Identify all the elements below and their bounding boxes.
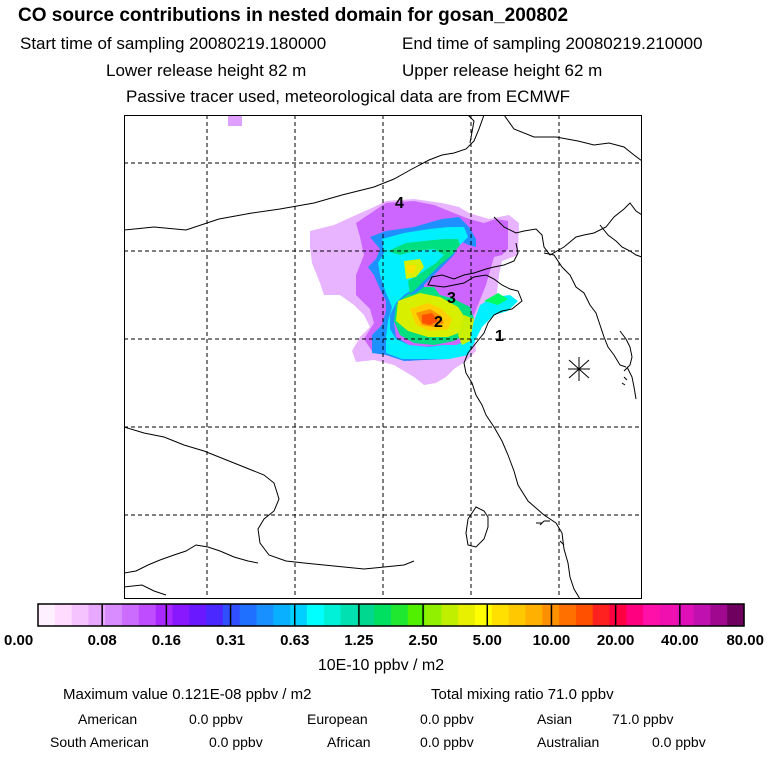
start-time-label: Start time of sampling 20080219.180000 <box>20 34 327 53</box>
colorbar-cell <box>710 604 728 626</box>
colorbar-cell <box>357 604 375 626</box>
african-label: African <box>327 734 371 750</box>
colorbar-cell <box>222 604 241 626</box>
colorbar-cell <box>189 604 207 626</box>
lower-release-label: Lower release height 82 m <box>106 61 307 80</box>
colorbar: 0.00 0.08 0.16 0.31 0.63 1.25 2.50 5.00 10.00 20.… <box>4 603 764 674</box>
colorbar-cell <box>491 604 510 626</box>
colorbar-cell <box>88 604 106 626</box>
colorbar-cell <box>559 604 577 626</box>
colorbar-cell <box>54 604 73 626</box>
european-label: European <box>307 711 368 727</box>
colorbar-tick-label: 0.08 <box>88 632 117 649</box>
colorbar-cell <box>138 604 157 626</box>
station-star-icon <box>568 357 590 381</box>
colorbar-cells <box>38 604 745 626</box>
marker-4: 4 <box>395 195 404 212</box>
colorbar-cell <box>525 604 543 626</box>
colorbar-cell <box>609 604 627 626</box>
colorbar-cell <box>727 604 745 626</box>
american-label: American <box>78 711 138 727</box>
asian-value: 71.0 ppbv <box>612 711 674 727</box>
concentration-map: 4 3 2 1 <box>124 115 642 599</box>
colorbar-units: 10E-10 ppbv / m2 <box>318 657 444 674</box>
colorbar-cell <box>592 604 611 626</box>
colorbar-cell <box>659 604 678 626</box>
end-time-label: End time of sampling 20080219.210000 <box>402 34 703 53</box>
taiwan-outline <box>465 506 489 548</box>
colorbar-cell <box>458 604 476 626</box>
marker-2: 2 <box>434 314 443 331</box>
colorbar-cell <box>38 604 56 626</box>
colorbar-cell <box>306 604 325 626</box>
colorbar-cell <box>323 604 342 626</box>
south-american-label: South American <box>50 734 149 750</box>
colorbar-cell <box>105 604 123 626</box>
african-value: 0.0 ppbv <box>420 734 474 750</box>
page-title: CO source contributions in nested domain… <box>18 5 569 26</box>
colorbar-tick-label: 1.25 <box>344 632 373 649</box>
colorbar-tick-label: 40.00 <box>661 632 699 649</box>
colorbar-cell <box>407 604 426 626</box>
colorbar-cell <box>424 604 443 626</box>
colorbar-cell <box>206 604 224 626</box>
small-islands <box>536 520 550 524</box>
colorbar-ticks: 0.00 0.08 0.16 0.31 0.63 1.25 2.50 5.00 10.00 20.… <box>4 604 764 649</box>
colorbar-cell <box>575 604 594 626</box>
colorbar-cell <box>391 604 409 626</box>
colorbar-cell <box>374 604 392 626</box>
colorbar-cell <box>256 604 274 626</box>
colorbar-tick-label: 80.00 <box>726 632 764 649</box>
grid-lines <box>124 115 642 599</box>
marker-3: 3 <box>447 290 456 307</box>
colorbar-cell <box>273 604 291 626</box>
colorbar-tick-label: 0.63 <box>280 632 309 649</box>
colorbar-cell <box>71 604 90 626</box>
colorbar-tick-label: 0.00 <box>4 632 33 649</box>
australian-value: 0.0 ppbv <box>652 734 706 750</box>
coastlines <box>124 115 642 599</box>
colorbar-tick-label: 10.00 <box>533 632 571 649</box>
tracer-note: Passive tracer used, meteorological data… <box>126 87 571 106</box>
colorbar-cell <box>155 604 174 626</box>
colorbar-tick-label: 0.16 <box>152 632 181 649</box>
total-mixing-ratio: Total mixing ratio 71.0 ppbv <box>431 686 614 703</box>
colorbar-tick-label: 20.00 <box>597 632 635 649</box>
colorbar-cell <box>508 604 527 626</box>
colorbar-cell <box>122 604 140 626</box>
colorbar-cell <box>676 604 695 626</box>
colorbar-cell <box>441 604 459 626</box>
colorbar-frame <box>37 603 745 627</box>
maximum-value: Maximum value 0.121E-08 ppbv / m2 <box>63 686 312 703</box>
colorbar-cell <box>643 604 661 626</box>
colorbar-tick-label: 0.31 <box>216 632 245 649</box>
colorbar-cell <box>475 604 493 626</box>
south-american-value: 0.0 ppbv <box>209 734 263 750</box>
colorbar-cell <box>239 604 258 626</box>
marker-1: 1 <box>495 328 504 345</box>
map-frame <box>124 115 642 599</box>
american-value: 0.0 ppbv <box>189 711 243 727</box>
colorbar-cell <box>290 604 308 626</box>
colorbar-tick-label: 5.00 <box>473 632 502 649</box>
colorbar-cell <box>172 604 190 626</box>
asian-label: Asian <box>537 711 573 727</box>
colorbar-cell <box>693 604 711 626</box>
australian-label: Australian <box>537 734 600 750</box>
colorbar-cell <box>626 604 644 626</box>
european-value: 0.0 ppbv <box>420 711 474 727</box>
colorbar-tick-label: 2.50 <box>408 632 437 649</box>
colorbar-cell <box>340 604 358 626</box>
upper-release-label: Upper release height 62 m <box>402 61 603 80</box>
